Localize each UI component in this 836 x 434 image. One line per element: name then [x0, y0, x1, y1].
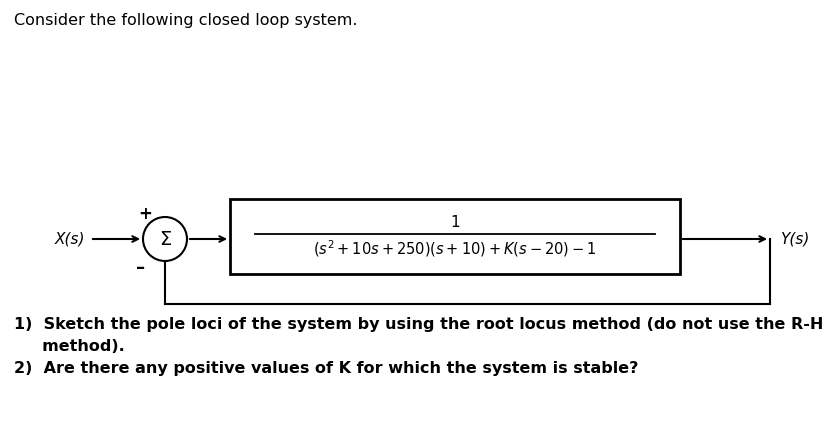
Text: 1)  Sketch the pole loci of the system by using the root locus method (do not us: 1) Sketch the pole loci of the system by…	[14, 316, 823, 331]
Text: +: +	[138, 204, 152, 223]
Text: X(s): X(s)	[55, 231, 85, 246]
Text: –: –	[136, 258, 145, 276]
Text: 2)  Are there any positive values of K for which the system is stable?: 2) Are there any positive values of K fo…	[14, 360, 638, 375]
Text: Consider the following closed loop system.: Consider the following closed loop syste…	[14, 13, 357, 28]
Text: Σ: Σ	[159, 230, 171, 249]
Text: Y(s): Y(s)	[779, 231, 808, 246]
Text: method).: method).	[14, 338, 125, 353]
FancyBboxPatch shape	[230, 200, 679, 274]
Text: 1: 1	[450, 215, 459, 230]
Text: $(s^2 +10s + 250)(s+10) + K(s-20)-1$: $(s^2 +10s + 250)(s+10) + K(s-20)-1$	[313, 238, 596, 259]
